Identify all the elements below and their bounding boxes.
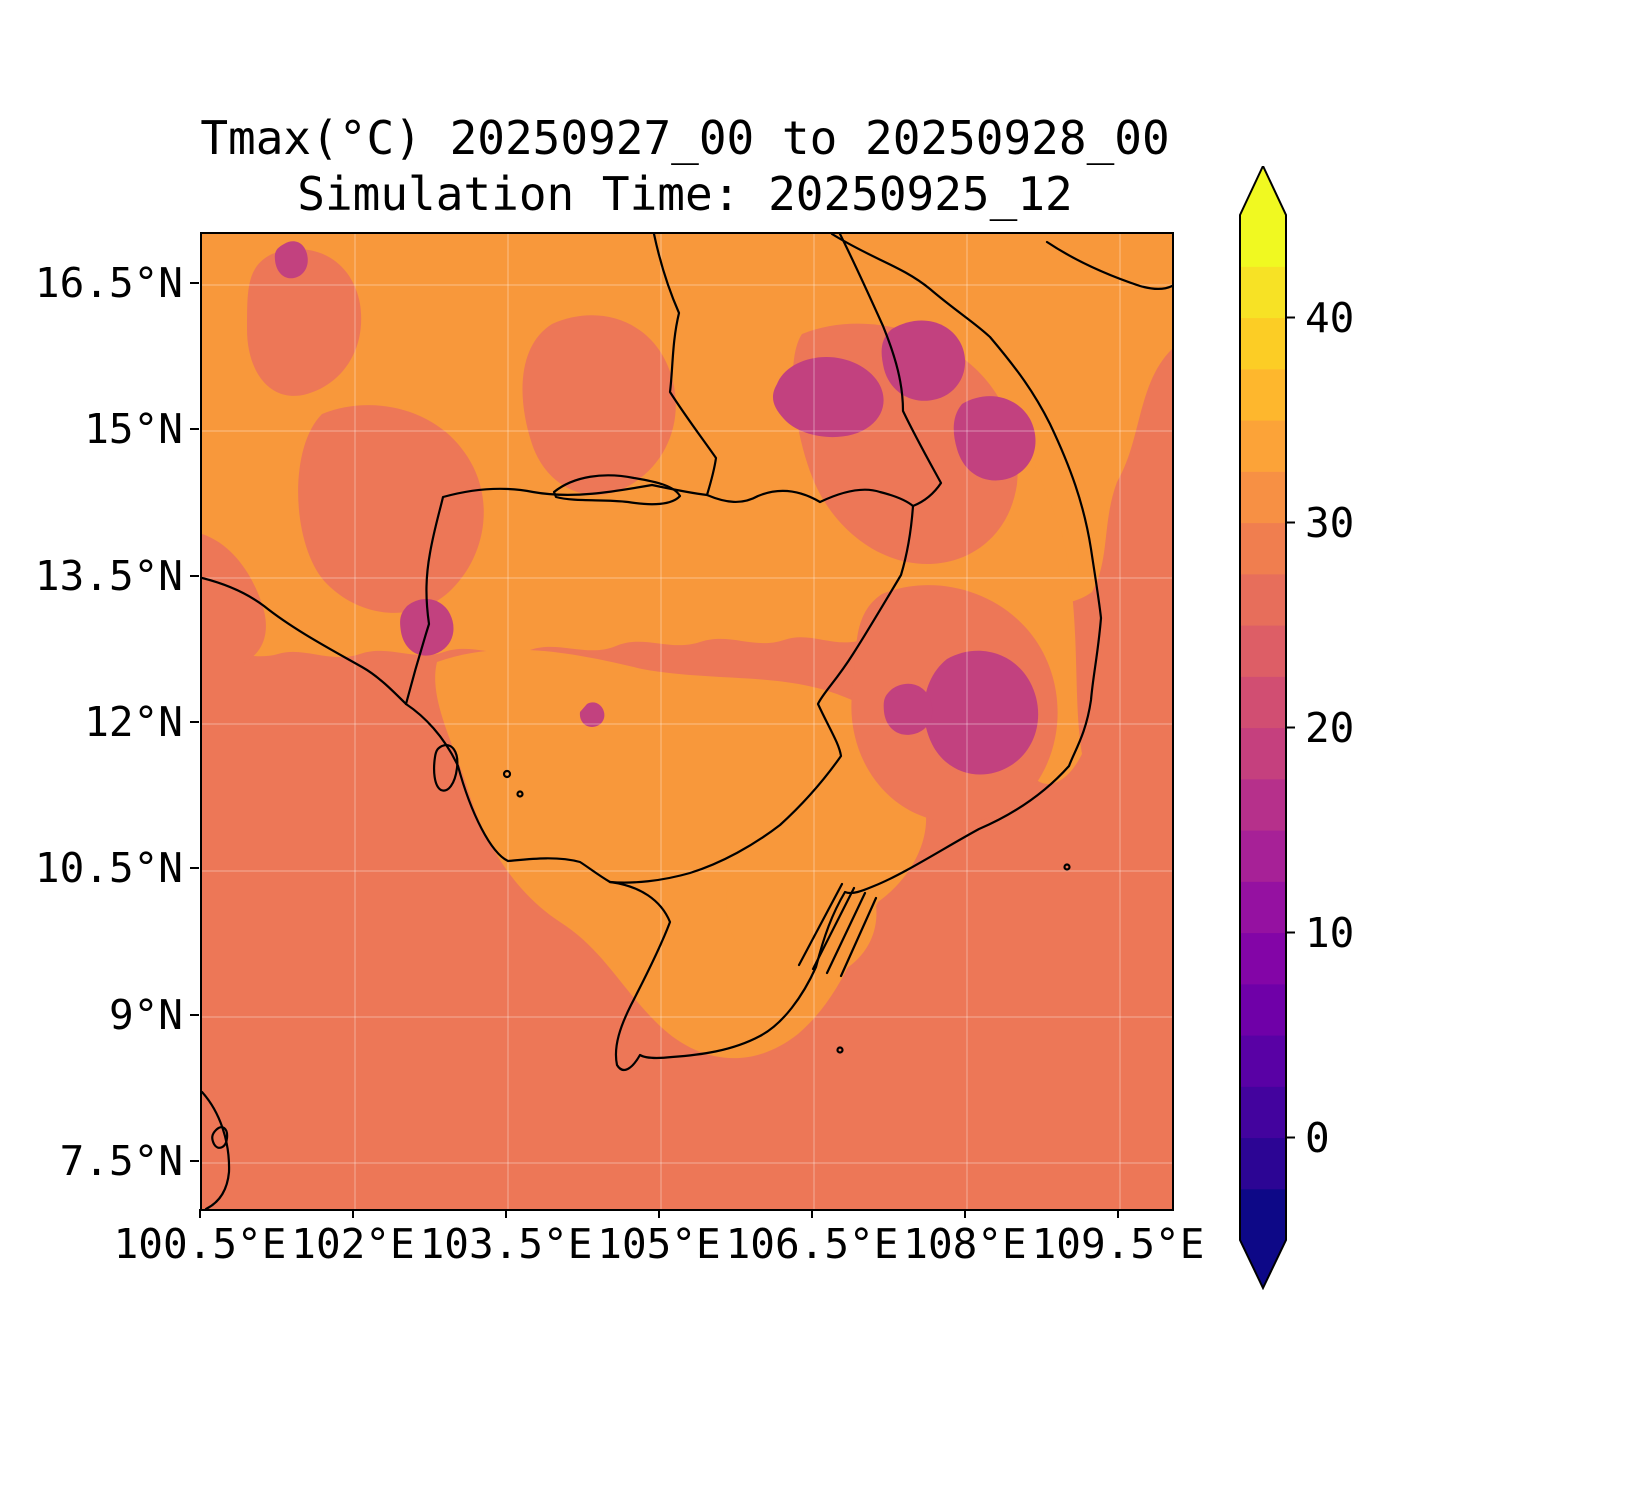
colorbar-graphic: [1239, 163, 1295, 1291]
x-tick-mark-3: [658, 1209, 660, 1218]
x-tick-label-1: 102°E: [291, 1220, 415, 1268]
colorbar-segment-11: [1240, 625, 1286, 677]
border-laos-vietnam: [838, 234, 943, 508]
colorbar-segment-7: [1240, 830, 1286, 882]
colorbar-segment-9: [1240, 727, 1286, 780]
small-island: [516, 790, 524, 798]
colorbar-under-arrow: [1240, 1240, 1286, 1288]
border-vietnam-cambodia: [608, 504, 915, 884]
colorbar: [1238, 163, 1298, 1291]
y-tick-mark-2: [190, 574, 199, 577]
x-tick-mark-1: [352, 1209, 354, 1218]
colorbar-over-arrow: [1240, 166, 1286, 215]
colorbar-segment-6: [1240, 881, 1286, 934]
colorbar-segment-18: [1240, 266, 1286, 319]
border-north-cambodia: [404, 483, 915, 706]
colorbar-segment-1: [1240, 1137, 1286, 1190]
y-tick-label-1: 15°N: [84, 405, 183, 454]
colorbar-segment-12: [1240, 573, 1286, 626]
magenta-highland-patches: [274, 241, 1039, 775]
border-thailand-laos: [652, 234, 718, 497]
colorbar-tick-label-4: 40: [1305, 293, 1355, 342]
colorbar-segment-16: [1240, 368, 1286, 421]
x-tick-mark-5: [964, 1209, 966, 1218]
colorbar-segment-10: [1240, 676, 1286, 729]
phu-quoc-island: [433, 744, 459, 792]
x-tick-label-6: 109.5°E: [1031, 1220, 1205, 1268]
y-tick-label-6: 7.5°N: [59, 1136, 183, 1185]
x-tick-mark-0: [199, 1209, 201, 1218]
x-tick-label-5: 108°E: [903, 1220, 1027, 1268]
x-tick-mark-6: [1117, 1209, 1119, 1218]
y-tick-label-2: 13.5°N: [34, 551, 183, 600]
colorbar-segment-0: [1240, 1188, 1286, 1241]
colorbar-tick-label-0: 0: [1305, 1113, 1330, 1162]
peninsula-lagoon: [211, 1126, 229, 1149]
colorbar-tick-label-3: 30: [1305, 498, 1355, 547]
y-tick-mark-1: [190, 428, 199, 431]
x-tick-mark-4: [811, 1209, 813, 1218]
colorbar-segment-4: [1240, 983, 1286, 1036]
plot-subtitle: Simulation Time: 20250925_12: [297, 167, 1073, 221]
colorbar-segment-8: [1240, 778, 1286, 831]
y-tick-mark-5: [190, 1013, 199, 1016]
colorbar-segment-19: [1240, 215, 1286, 267]
colorbar-segment-14: [1240, 471, 1286, 524]
colorbar-segment-5: [1240, 932, 1286, 985]
x-tick-label-3: 105°E: [597, 1220, 721, 1268]
colorbar-segment-15: [1240, 420, 1286, 472]
x-tick-label-0: 100.5°E: [113, 1220, 287, 1268]
small-island: [1063, 863, 1071, 871]
y-tick-mark-0: [190, 282, 199, 284]
tonle-sap-lake: [552, 474, 682, 506]
colorbar-tick-label-2: 20: [1305, 703, 1355, 752]
colorbar-segment-13: [1240, 522, 1286, 575]
small-island: [836, 1046, 844, 1054]
y-tick-label-0: 16.5°N: [34, 259, 183, 307]
x-tick-mark-2: [505, 1209, 507, 1218]
colorbar-outline: [1239, 163, 1287, 1291]
peninsula-coast-segment: [202, 1090, 231, 1209]
y-tick-label-4: 10.5°N: [34, 844, 183, 893]
graticule-gridlines: [202, 234, 1172, 1209]
y-tick-mark-6: [190, 1159, 199, 1162]
small-island: [502, 769, 512, 779]
map-plot: [200, 232, 1174, 1211]
y-tick-mark-3: [190, 720, 199, 723]
northeast-coast-segment: [1045, 240, 1172, 291]
y-tick-label-5: 9°N: [108, 990, 183, 1039]
coastline-and-borders: [202, 234, 1172, 1209]
colorbar-segment-17: [1240, 317, 1286, 370]
colorbar-segment-2: [1240, 1086, 1286, 1139]
x-tick-label-4: 106.5°E: [725, 1220, 899, 1268]
y-tick-mark-4: [190, 867, 199, 870]
mekong-delta-channels: [797, 882, 878, 978]
colorbar-segment-3: [1240, 1035, 1286, 1087]
temperature-map: [202, 234, 1172, 1209]
colorbar-tick-label-1: 10: [1305, 908, 1355, 957]
plot-title: Tmax(°C) 20250927_00 to 20250928_00: [200, 111, 1170, 165]
y-tick-label-3: 12°N: [84, 697, 183, 746]
x-tick-label-2: 103.5°E: [419, 1220, 593, 1268]
coastline: [202, 234, 1103, 1072]
